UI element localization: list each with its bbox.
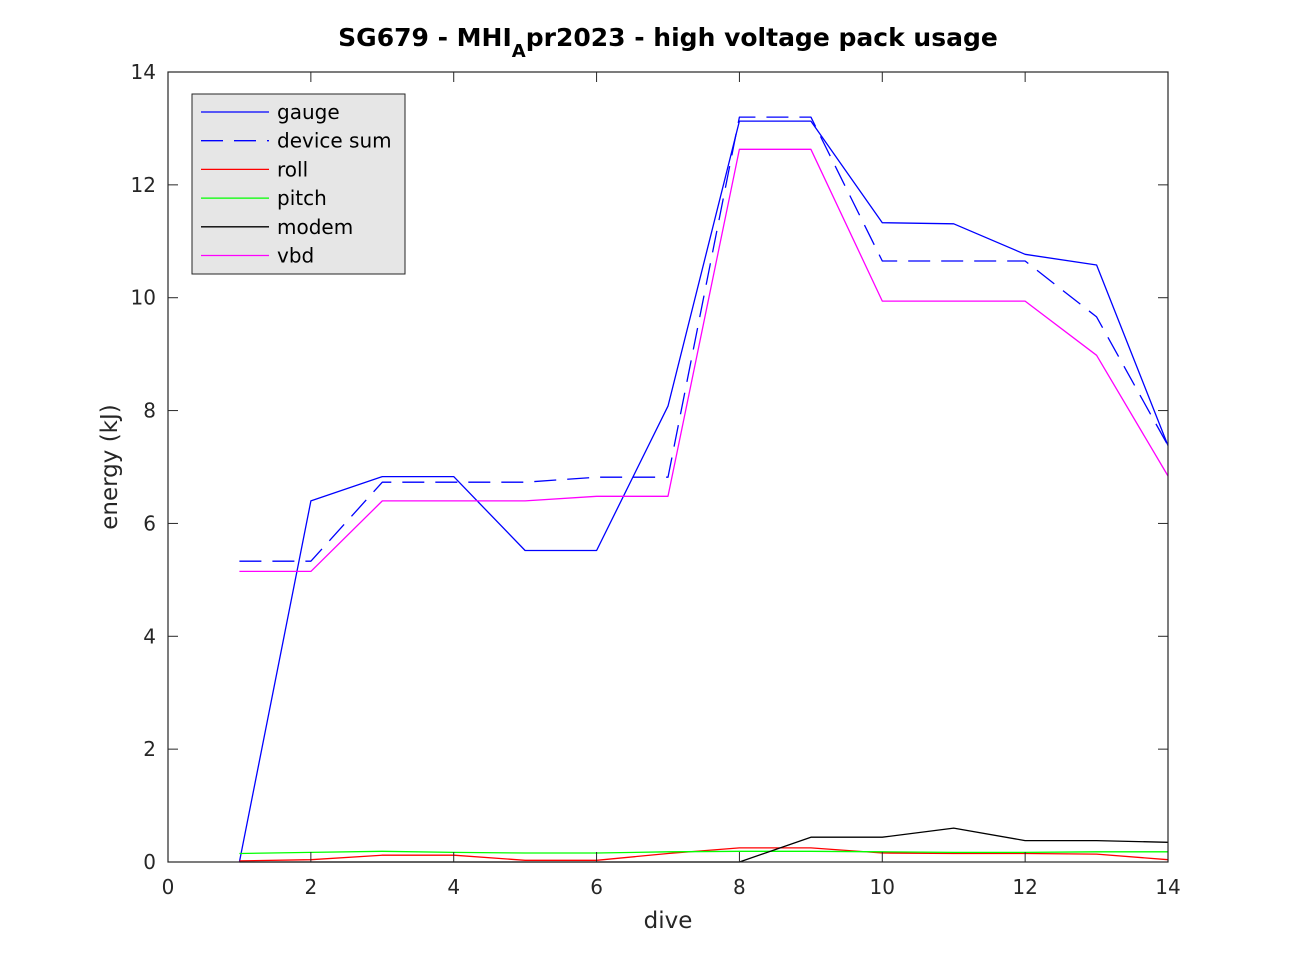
y-tick-label: 2	[143, 737, 156, 761]
legend-box	[191, 93, 406, 275]
series-line-vbd	[239, 148, 1169, 573]
y-tick-label: 6	[143, 511, 156, 535]
legend-label-device-sum: device sum	[277, 129, 392, 153]
y-tick-label: 4	[143, 624, 156, 648]
legend-items: gauge device sum roll pitch modem vbd	[201, 100, 392, 268]
plot-frame	[167, 71, 1169, 863]
legend-label-pitch: pitch	[277, 186, 327, 210]
series-line-roll	[239, 847, 1169, 862]
y-tick-label: 8	[143, 399, 156, 423]
x-tick-label: 8	[733, 875, 746, 899]
x-tick-label: 14	[1155, 875, 1180, 899]
y-tick-label: 14	[131, 60, 156, 84]
legend-label-gauge: gauge	[277, 100, 340, 124]
legend-label-roll: roll	[277, 157, 308, 181]
y-tick-label: 12	[131, 173, 156, 197]
series-line-pitch	[239, 850, 1168, 855]
series-line-gauge	[238, 120, 1169, 863]
y-tick-label: 0	[143, 850, 156, 874]
x-tick-label: 12	[1012, 875, 1037, 899]
series-line-device-sum	[239, 116, 1169, 562]
x-tick-label: 10	[870, 875, 895, 899]
chart-title-subscript: A	[512, 41, 526, 62]
y-tick-label: 10	[131, 286, 156, 310]
x-tick-label: 0	[162, 875, 175, 899]
chart-title: SG679 - MHIApr2023 - high voltage pack u…	[338, 23, 998, 62]
x-tick-label: 4	[447, 875, 460, 899]
x-tick-label: 6	[590, 875, 603, 899]
legend: gauge device sum roll pitch modem vbd	[191, 93, 406, 275]
legend-label-modem: modem	[277, 215, 353, 239]
x-tick-label: 2	[304, 875, 317, 899]
legend-label-vbd: vbd	[277, 244, 314, 268]
y-axis-label: energy (kJ)	[97, 404, 123, 530]
x-axis-label: dive	[644, 908, 693, 934]
chart-title-main: SG679 - MHI	[338, 23, 512, 52]
chart-title-rest: pr2023 - high voltage pack usage	[526, 23, 998, 52]
tick-layer: 0 2 4 6 8 10 12 14 0 2 4 6 8 10 12 14	[131, 60, 1181, 899]
